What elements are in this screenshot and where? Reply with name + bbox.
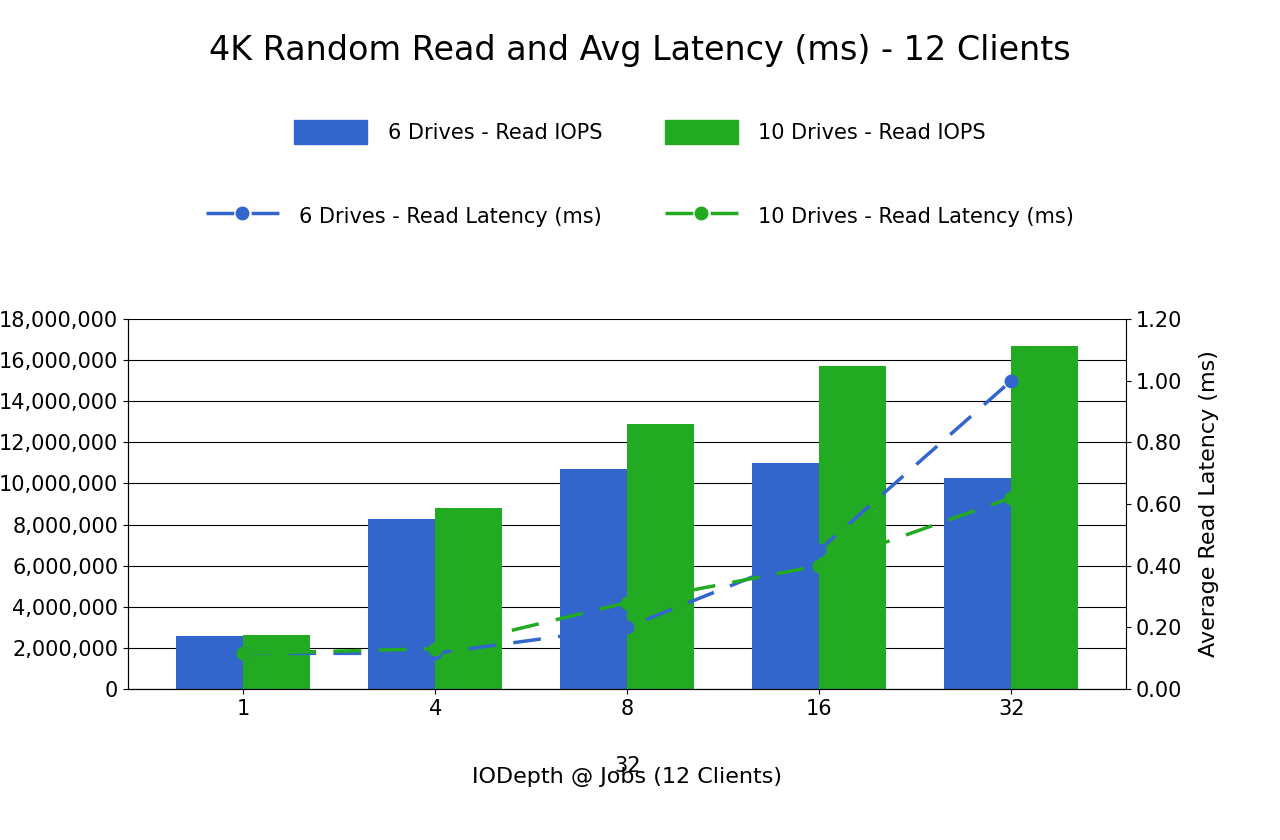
10 Drives - Read Latency (ms) — [236, 648, 251, 659]
6 Drives - Read Latency (ms) — [1004, 375, 1019, 386]
Bar — [561, 469, 627, 689]
6 Drives - Read Latency (ms) — [428, 648, 443, 659]
Line: 6 Drives - Read Latency (ms): 6 Drives - Read Latency (ms) — [237, 375, 1018, 659]
10 Drives - Read Latency (ms) — [1004, 493, 1019, 503]
Y-axis label: Average Read Latency (ms): Average Read Latency (ms) — [1199, 350, 1220, 658]
Text: 4K Random Read and Avg Latency (ms) - 12 Clients: 4K Random Read and Avg Latency (ms) - 12… — [209, 34, 1071, 66]
Legend: 6 Drives - Read Latency (ms), 10 Drives - Read Latency (ms): 6 Drives - Read Latency (ms), 10 Drives … — [197, 195, 1083, 236]
X-axis label: IODepth @ Jobs (12 Clients): IODepth @ Jobs (12 Clients) — [472, 767, 782, 787]
6 Drives - Read Latency (ms) — [620, 622, 635, 633]
Bar — [819, 366, 887, 689]
10 Drives - Read Latency (ms) — [428, 643, 443, 654]
Bar — [435, 508, 503, 689]
Bar — [369, 519, 435, 689]
Bar — [177, 637, 243, 689]
Bar — [627, 424, 695, 689]
10 Drives - Read Latency (ms) — [620, 597, 635, 607]
10 Drives - Read Latency (ms) — [812, 560, 827, 570]
Bar — [243, 635, 311, 689]
6 Drives - Read Latency (ms) — [812, 545, 827, 555]
Text: 32: 32 — [614, 756, 640, 776]
Line: 10 Drives - Read Latency (ms): 10 Drives - Read Latency (ms) — [237, 491, 1018, 659]
Bar — [945, 478, 1011, 689]
Bar — [1011, 346, 1079, 689]
Bar — [753, 463, 819, 689]
Legend: 6 Drives - Read IOPS, 10 Drives - Read IOPS: 6 Drives - Read IOPS, 10 Drives - Read I… — [285, 111, 995, 152]
6 Drives - Read Latency (ms) — [236, 648, 251, 659]
